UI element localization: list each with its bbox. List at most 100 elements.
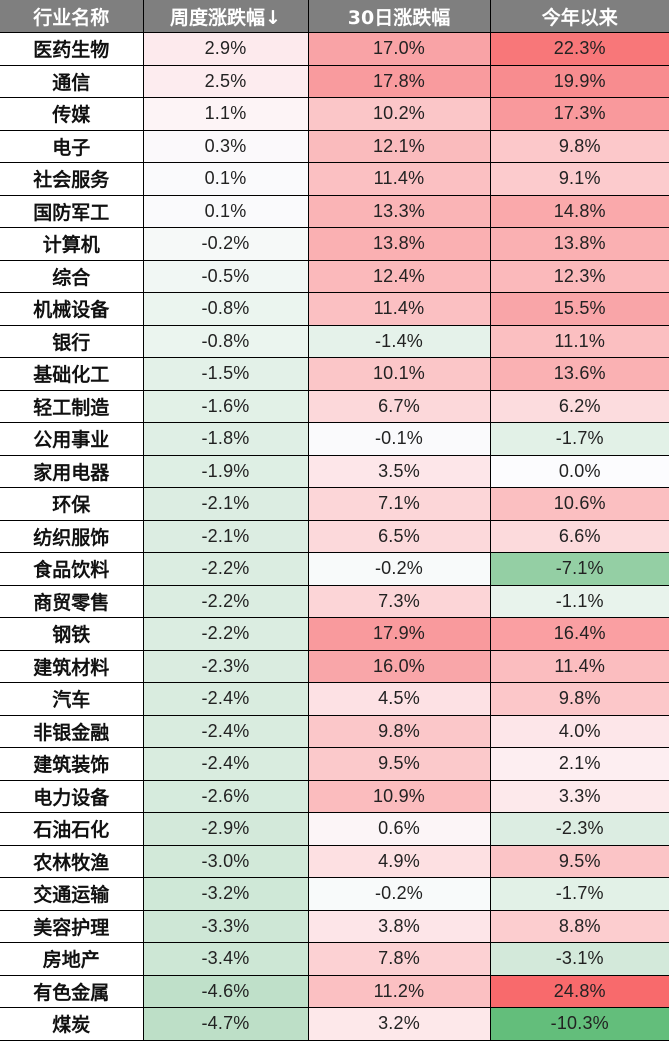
industry-name-cell: 电子: [0, 130, 144, 163]
industry-name-cell: 农林牧渔: [0, 845, 144, 878]
30d-change-cell: 13.3%: [307, 195, 491, 228]
ytd-change-cell: -10.3%: [489, 1007, 669, 1041]
industry-name-cell: 钢铁: [0, 617, 144, 651]
industry-name-cell: 纺织服饰: [0, 520, 144, 553]
weekly-change-cell: -1.6%: [142, 390, 309, 423]
industry-name-cell: 社会服务: [0, 162, 144, 196]
table-row: 纺织服饰 -2.1% 6.5% 6.6%: [0, 520, 669, 553]
header-row: 行业名称 周度涨跌幅↓ 30日涨跌幅 今年以来: [0, 0, 669, 33]
industry-name-cell: 交通运输: [0, 877, 144, 911]
30d-change-cell: 7.8%: [307, 942, 491, 976]
industry-name-cell: 计算机: [0, 227, 144, 261]
30d-change-cell: 3.2%: [307, 1007, 491, 1041]
30d-change-cell: 6.5%: [307, 520, 491, 553]
ytd-change-cell: 11.1%: [489, 325, 669, 358]
ytd-change-cell: -1.1%: [489, 585, 669, 618]
industry-name-cell: 基础化工: [0, 357, 144, 391]
30d-change-cell: 11.4%: [307, 162, 491, 196]
ytd-change-cell: 13.6%: [489, 357, 669, 391]
ytd-change-cell: 3.3%: [489, 780, 669, 813]
weekly-change-cell: -0.5%: [142, 260, 309, 293]
30d-change-cell: 11.2%: [307, 975, 491, 1008]
ytd-change-cell: 0.0%: [489, 455, 669, 488]
ytd-change-cell: 2.1%: [489, 747, 669, 781]
30d-change-cell: 12.4%: [307, 260, 491, 293]
table-row: 传媒 1.1% 10.2% 17.3%: [0, 97, 669, 131]
ytd-change-cell: -2.3%: [489, 812, 669, 846]
industry-name-cell: 国防军工: [0, 195, 144, 228]
ytd-change-cell: 4.0%: [489, 715, 669, 748]
30d-change-cell: 6.7%: [307, 390, 491, 423]
30d-change-cell: -1.4%: [307, 325, 491, 358]
table-row: 汽车 -2.4% 4.5% 9.8%: [0, 682, 669, 716]
weekly-change-cell: 1.1%: [142, 97, 309, 131]
industry-name-cell: 机械设备: [0, 292, 144, 326]
weekly-change-cell: 0.1%: [142, 195, 309, 228]
30d-change-cell: 17.0%: [307, 32, 491, 66]
30d-change-cell: -0.1%: [307, 422, 491, 456]
industry-name-cell: 建筑材料: [0, 650, 144, 683]
table-row: 电力设备 -2.6% 10.9% 3.3%: [0, 780, 669, 813]
ytd-change-cell: 9.1%: [489, 162, 669, 196]
ytd-change-cell: -3.1%: [489, 942, 669, 976]
industry-name-cell: 公用事业: [0, 422, 144, 456]
30d-change-cell: 9.8%: [307, 715, 491, 748]
30d-change-cell: 4.9%: [307, 845, 491, 878]
table-row: 非银金融 -2.4% 9.8% 4.0%: [0, 715, 669, 748]
weekly-change-cell: -1.9%: [142, 455, 309, 488]
weekly-change-cell: 2.5%: [142, 65, 309, 98]
30d-change-cell: 10.9%: [307, 780, 491, 813]
weekly-change-cell: 2.9%: [142, 32, 309, 66]
table-row: 综合 -0.5% 12.4% 12.3%: [0, 260, 669, 293]
industry-name-cell: 电力设备: [0, 780, 144, 813]
ytd-change-cell: 9.8%: [489, 130, 669, 163]
industry-name-cell: 非银金融: [0, 715, 144, 748]
table-row: 交通运输 -3.2% -0.2% -1.7%: [0, 877, 669, 911]
30d-change-cell: -0.2%: [307, 877, 491, 911]
table-row: 基础化工 -1.5% 10.1% 13.6%: [0, 357, 669, 391]
table-row: 银行 -0.8% -1.4% 11.1%: [0, 325, 669, 358]
industry-name-cell: 商贸零售: [0, 585, 144, 618]
ytd-change-cell: 9.5%: [489, 845, 669, 878]
30d-change-cell: 12.1%: [307, 130, 491, 163]
table-row: 房地产 -3.4% 7.8% -3.1%: [0, 942, 669, 976]
weekly-change-cell: -0.8%: [142, 325, 309, 358]
header-30d-change[interactable]: 30日涨跌幅: [307, 0, 490, 33]
weekly-change-cell: -3.0%: [142, 845, 309, 878]
industry-name-cell: 食品饮料: [0, 552, 144, 586]
table-row: 食品饮料 -2.2% -0.2% -7.1%: [0, 552, 669, 586]
30d-change-cell: 13.8%: [307, 227, 491, 261]
ytd-change-cell: -1.7%: [489, 422, 669, 456]
industry-name-cell: 有色金属: [0, 975, 144, 1008]
30d-change-cell: 17.9%: [307, 617, 491, 651]
header-ytd-change[interactable]: 今年以来: [489, 0, 669, 33]
industry-name-cell: 家用电器: [0, 455, 144, 488]
industry-name-cell: 银行: [0, 325, 144, 358]
weekly-change-cell: -1.8%: [142, 422, 309, 456]
industry-name-cell: 煤炭: [0, 1007, 144, 1041]
table-row: 商贸零售 -2.2% 7.3% -1.1%: [0, 585, 669, 618]
weekly-change-cell: -2.6%: [142, 780, 309, 813]
table-row: 国防军工 0.1% 13.3% 14.8%: [0, 195, 669, 228]
header-weekly-change-sorted[interactable]: 周度涨跌幅↓: [142, 0, 308, 33]
ytd-change-cell: 22.3%: [489, 32, 669, 66]
30d-change-cell: 11.4%: [307, 292, 491, 326]
ytd-change-cell: 19.9%: [489, 65, 669, 98]
ytd-change-cell: 11.4%: [489, 650, 669, 683]
industry-name-cell: 房地产: [0, 942, 144, 976]
industry-name-cell: 医药生物: [0, 32, 144, 66]
weekly-change-cell: -2.2%: [142, 617, 309, 651]
30d-change-cell: -0.2%: [307, 552, 491, 586]
weekly-change-cell: -2.2%: [142, 585, 309, 618]
ytd-change-cell: 10.6%: [489, 487, 669, 521]
weekly-change-cell: -0.8%: [142, 292, 309, 326]
ytd-change-cell: 6.6%: [489, 520, 669, 553]
weekly-change-cell: -2.3%: [142, 650, 309, 683]
table-row: 电子 0.3% 12.1% 9.8%: [0, 130, 669, 163]
table-row: 计算机 -0.2% 13.8% 13.8%: [0, 227, 669, 261]
30d-change-cell: 16.0%: [307, 650, 491, 683]
industry-name-cell: 环保: [0, 487, 144, 521]
30d-change-cell: 17.8%: [307, 65, 491, 98]
table-row: 石油石化 -2.9% 0.6% -2.3%: [0, 812, 669, 846]
header-industry-name[interactable]: 行业名称: [0, 0, 143, 33]
